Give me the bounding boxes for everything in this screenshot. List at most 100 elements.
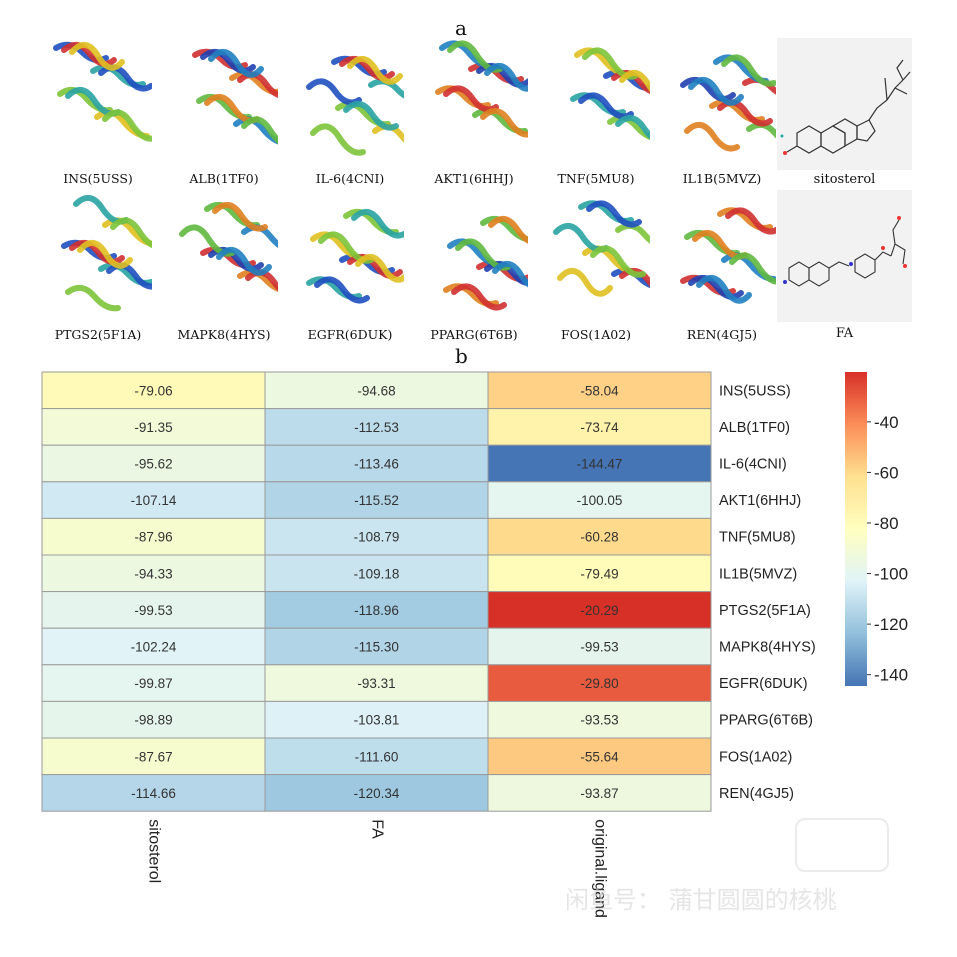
heatmap-cell: [264, 517, 489, 556]
cell-value-label: -111.60: [355, 749, 399, 764]
cell-value-label: -94.68: [357, 383, 395, 398]
colorbar: [845, 372, 867, 686]
protein-structure-8: MAPK8(4HYS): [170, 192, 278, 342]
protein-ribbon-icon: [680, 54, 776, 152]
sitosterol-molecule-icon: [780, 59, 911, 155]
cell-value-label: -20.29: [580, 603, 618, 618]
protein-structure-2: ALB(1TF0): [170, 36, 278, 186]
structure-caption: PTGS2(5F1A): [54, 327, 142, 342]
cell-value-label: -95.62: [134, 457, 172, 472]
cell-value-label: -58.04: [580, 383, 619, 398]
heatmap-cell: [264, 554, 489, 593]
colorbar-tick-label: -60: [874, 463, 899, 482]
heatmap-cell: [487, 371, 712, 410]
row-label: IL-6(4CNI): [719, 457, 787, 473]
cell-value-label: -79.06: [134, 383, 172, 398]
heatmap-cell: [264, 444, 489, 483]
row-label: PPARG(6T6B): [719, 713, 813, 729]
heatmap-cell: [41, 737, 266, 776]
cell-value-label: -99.53: [580, 640, 618, 655]
cell-value-label: -73.74: [580, 420, 619, 435]
protein-structure-5: TNF(5MU8): [542, 36, 650, 186]
colorbar-tick-label: -80: [874, 514, 899, 533]
watermark-text: 闲鱼号： 蒲甘圆圆的核桃: [565, 886, 837, 914]
protein-structure-10: PPARG(6T6B): [420, 192, 528, 342]
protein-ribbon-icon: [306, 208, 404, 304]
molecule-caption-fa: FA: [835, 326, 854, 341]
protein-ribbon-icon: [553, 200, 650, 297]
panel-b-label: b: [455, 344, 468, 368]
structure-caption: ALB(1TF0): [189, 171, 259, 186]
structure-caption: TNF(5MU8): [557, 171, 635, 186]
heatmap-cell: [264, 774, 489, 812]
cell-value-label: -93.87: [580, 786, 618, 801]
heatmap-cell: [264, 408, 489, 446]
fa-structure-image: [777, 190, 912, 322]
cell-value-label: -29.80: [580, 676, 618, 691]
heatmap-cell: [41, 481, 266, 519]
cell-value-label: -114.66: [131, 786, 176, 801]
protein-structure-12: REN(4GJ5): [668, 192, 776, 342]
protein-structure-6: IL1B(5MVZ): [668, 36, 776, 186]
protein-structure-9: EGFR(6DUK): [296, 192, 404, 342]
row-label: REN(4GJ5): [719, 786, 794, 802]
heatmap-cell: [264, 481, 489, 519]
protein-structure-3: IL-6(4CNI): [296, 36, 404, 186]
heatmap-cell: [41, 554, 266, 593]
cell-value-label: -93.53: [580, 713, 618, 728]
structure-caption: IL1B(5MVZ): [682, 171, 762, 186]
heatmap-cell: [41, 591, 266, 629]
cell-value-label: -87.67: [134, 749, 172, 764]
heatmap-cell: [264, 737, 489, 776]
heatmap-cell: [487, 481, 712, 519]
cell-value-label: -100.05: [577, 493, 623, 508]
protein-ribbon-icon: [570, 47, 650, 141]
structure-caption: PPARG(6T6B): [430, 327, 518, 342]
cell-value-label: -102.24: [131, 640, 177, 655]
cell-value-label: -112.53: [354, 420, 399, 435]
colorbar-tick-label: -120: [874, 615, 908, 634]
cell-value-label: -115.30: [354, 640, 399, 655]
colorbar-tick-label: -40: [874, 413, 899, 432]
column-label: FA: [368, 819, 385, 839]
protein-ribbon-icon: [443, 215, 528, 311]
structure-caption: FOS(1A02): [560, 327, 632, 342]
protein-ribbon-icon: [306, 55, 404, 156]
heatmap-cell: [487, 444, 712, 483]
protein-ribbon-icon: [61, 195, 152, 312]
row-label: TNF(5MU8): [719, 530, 796, 546]
cell-value-label: -108.79: [354, 530, 400, 545]
row-label: PTGS2(5F1A): [719, 603, 811, 619]
protein-ribbon-icon: [53, 41, 152, 142]
row-label: ALB(1TF0): [719, 420, 790, 436]
cell-value-label: -55.64: [580, 749, 619, 764]
structure-caption: INS(5USS): [63, 171, 133, 186]
cell-value-label: -91.35: [134, 420, 172, 435]
structure-caption: REN(4GJ5): [686, 327, 758, 342]
heatmap-cell: [487, 517, 712, 556]
cell-value-label: -115.52: [354, 493, 399, 508]
heatmap-cell: [41, 371, 266, 410]
cell-value-label: -113.46: [354, 457, 399, 472]
cell-value-label: -107.14: [131, 493, 177, 508]
panel-a-label: a: [455, 16, 467, 40]
protein-ribbon-icon: [179, 201, 278, 292]
protein-ribbon-icon: [192, 48, 278, 145]
structure-caption: AKT1(6HHJ): [434, 171, 514, 186]
structure-caption: EGFR(6DUK): [307, 327, 393, 342]
cell-value-label: -118.96: [354, 603, 399, 618]
cell-value-label: -87.96: [134, 530, 172, 545]
cell-value-label: -109.18: [354, 566, 400, 581]
column-label: sitosterol: [145, 819, 162, 883]
colorbar-tick-label: -100: [874, 565, 908, 584]
row-label: INS(5USS): [719, 383, 791, 399]
cell-value-label: -60.28: [580, 530, 618, 545]
protein-structure-11: FOS(1A02): [542, 192, 650, 342]
molecule-caption-sitosterol: sitosterol: [813, 172, 876, 187]
cell-value-label: -120.34: [354, 786, 400, 801]
heatmap-cell: [487, 408, 712, 446]
cell-value-label: -93.31: [357, 676, 395, 691]
heatmap-cell: [487, 627, 712, 666]
row-label: FOS(1A02): [719, 749, 792, 765]
heatmap-cell: [487, 664, 712, 702]
